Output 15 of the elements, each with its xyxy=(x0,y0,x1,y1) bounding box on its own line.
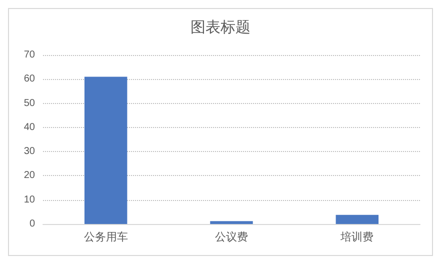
x-tick-label: 公议费 xyxy=(215,230,248,244)
chart-title: 图表标题 xyxy=(190,19,250,36)
y-tick-label: 0 xyxy=(29,218,36,230)
y-tick-label: 10 xyxy=(24,194,36,206)
bar xyxy=(336,214,379,224)
y-tick-label: 40 xyxy=(24,122,36,133)
bar xyxy=(84,76,128,224)
x-tick-label: 公务用车 xyxy=(84,230,128,244)
y-tick-label: 60 xyxy=(24,74,36,85)
y-tick-label: 20 xyxy=(24,170,36,182)
y-tick-label: 70 xyxy=(24,50,36,60)
bar xyxy=(210,221,253,224)
x-tick-label: 培训费 xyxy=(340,230,374,244)
y-tick-label: 30 xyxy=(24,146,36,158)
y-tick-label: 50 xyxy=(24,98,36,109)
